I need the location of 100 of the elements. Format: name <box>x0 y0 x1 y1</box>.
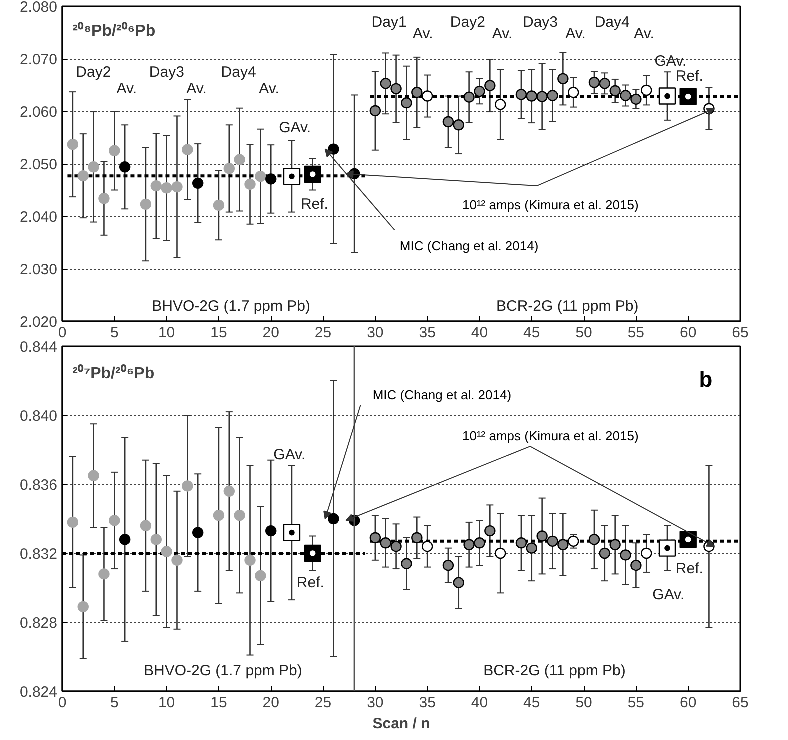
point <box>266 525 277 537</box>
point <box>494 99 506 110</box>
point <box>442 116 454 128</box>
x-tick-label: 15 <box>210 324 228 342</box>
point <box>516 89 528 100</box>
point <box>192 178 204 190</box>
point <box>78 601 89 613</box>
point <box>558 73 569 85</box>
point <box>161 182 172 194</box>
x-axis-title: Scan / n <box>372 716 430 732</box>
annotation: Ref. <box>300 196 328 213</box>
point <box>266 174 277 185</box>
x-tick-label: 10 <box>158 324 176 342</box>
y-tick-label: 2.070 <box>20 52 58 68</box>
point <box>658 540 676 557</box>
x-tick-label: 40 <box>471 324 488 342</box>
point <box>464 539 475 550</box>
text: ²⁰⁸Pb/²⁰⁶Pb <box>72 22 156 40</box>
point <box>494 548 506 560</box>
point <box>67 516 79 528</box>
point <box>370 532 382 544</box>
point <box>401 98 412 109</box>
text: ²⁰⁷Pb/²⁰⁶Pb <box>72 364 155 383</box>
annotation: Day4 <box>594 14 630 31</box>
point <box>140 520 152 532</box>
point <box>442 560 454 572</box>
point <box>641 548 652 560</box>
x-tick-label: 5 <box>110 694 119 712</box>
annotation: Av. <box>186 80 207 98</box>
x-tick-label: 40 <box>471 694 488 712</box>
point <box>380 78 392 90</box>
point <box>370 105 382 117</box>
point <box>526 542 538 554</box>
annotation: Av. <box>634 26 654 43</box>
point <box>680 88 697 106</box>
y-tick-label: 0.840 <box>20 408 58 425</box>
point <box>150 534 162 546</box>
point <box>390 541 402 552</box>
point <box>412 532 423 544</box>
point <box>516 538 528 549</box>
point <box>67 138 79 150</box>
point <box>630 560 642 572</box>
x-tick-label: 5 <box>110 324 119 342</box>
x-tick-label: 0 <box>58 694 67 712</box>
point <box>484 525 496 537</box>
point <box>453 577 464 588</box>
point <box>401 558 412 570</box>
text: MIC (Chang et al. 2014) <box>400 238 539 254</box>
annotation: Day2 <box>76 64 112 82</box>
x-tick-label: 15 <box>210 694 228 712</box>
point <box>283 168 301 186</box>
point <box>422 541 434 552</box>
point <box>213 510 225 522</box>
annotation: GAv. <box>652 586 685 604</box>
x-tick-label: 0 <box>58 324 67 342</box>
annotation: Av. <box>116 80 138 98</box>
x-tick-label: 35 <box>419 324 436 342</box>
x-tick-label: 65 <box>732 694 749 712</box>
annotation: Ref. <box>296 574 324 592</box>
annotation: Day3 <box>522 14 558 31</box>
point <box>140 198 152 210</box>
annotation: Av. <box>259 80 280 98</box>
x-tick-label: 10 <box>158 694 176 712</box>
x-tick-label: 45 <box>524 694 540 712</box>
point <box>255 570 266 582</box>
point <box>588 77 600 88</box>
y-tick-label: 2.050 <box>20 156 58 174</box>
y-tick-label: 0.844 <box>20 339 58 356</box>
point <box>213 200 225 212</box>
annotation: Day2 <box>450 14 486 31</box>
x-tick-label: 50 <box>576 324 592 342</box>
y-tick-label: 0.832 <box>20 546 58 563</box>
point <box>630 94 642 106</box>
point <box>641 84 652 96</box>
point <box>172 182 183 193</box>
point <box>547 90 558 102</box>
annotation: Ref. <box>676 68 704 86</box>
text: 10¹² amps (Kimura et al. 2015) <box>462 428 639 444</box>
annotation: GAv. <box>274 446 306 464</box>
point <box>192 527 204 538</box>
y-tick-label: 2.040 <box>20 209 58 226</box>
annotation: Av. <box>413 26 434 43</box>
x-tick-label: 25 <box>314 694 332 712</box>
point <box>568 536 580 548</box>
point <box>422 90 434 102</box>
annotation: GAv. <box>654 53 687 70</box>
point <box>255 171 266 182</box>
point <box>182 480 194 492</box>
annotation: BCR-2G (11 ppm Pb) <box>496 298 639 316</box>
point <box>182 144 194 156</box>
point <box>412 87 423 98</box>
x-tick-label: 30 <box>367 694 384 712</box>
point <box>98 568 110 580</box>
x-tick-label: 65 <box>732 324 749 342</box>
point <box>119 162 131 173</box>
point <box>244 178 256 190</box>
point <box>658 88 676 105</box>
point <box>390 83 402 95</box>
point <box>234 510 246 522</box>
x-tick-label: 20 <box>262 694 280 712</box>
